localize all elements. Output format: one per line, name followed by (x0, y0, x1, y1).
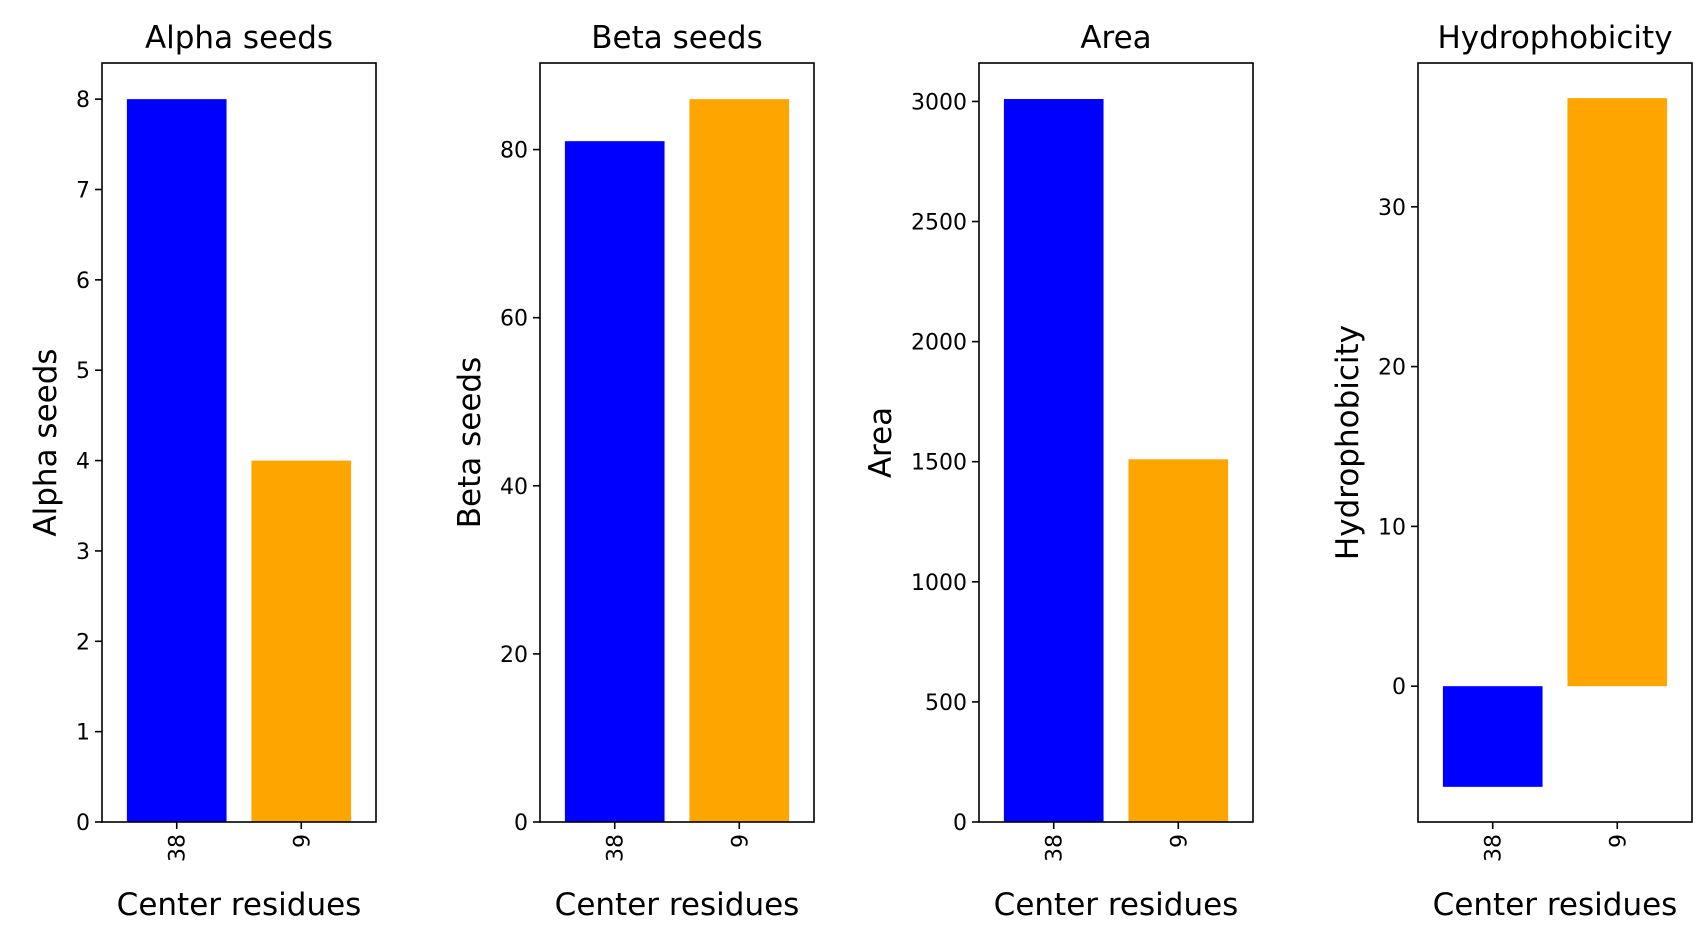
y-tick-label: 20 (500, 643, 528, 668)
y-tick-label: 5 (76, 359, 90, 384)
x-axis-label: Center residues (1433, 887, 1678, 923)
y-tick-label: 20 (1378, 356, 1406, 381)
bar-38 (1442, 686, 1543, 787)
y-axis-label: Hydrophobicity (1330, 325, 1366, 560)
x-axis-label: Center residues (994, 887, 1239, 923)
chart-title: Area (1080, 20, 1151, 56)
subplot-3: 38 9 0 500 1000 1500 2000 2500 3000 Area Center re… (863, 20, 1254, 923)
x-tick-label: 9 (728, 834, 753, 848)
y-tick-label: 0 (76, 811, 90, 836)
subplot-1: 38 9 0 1 2 3 4 5 6 7 8 Alpha seeds Center residues Al… (28, 20, 377, 923)
x-tick-label: 38 (604, 834, 629, 862)
y-tick-label: 0 (1392, 675, 1406, 700)
y-axis-label: Area (863, 407, 899, 478)
y-tick-label: 8 (76, 88, 90, 113)
bar-9 (689, 99, 790, 822)
bar-38 (126, 99, 227, 822)
y-tick-label: 4 (76, 450, 90, 475)
x-axis-label: Center residues (117, 887, 362, 923)
plot-frame (101, 62, 377, 823)
x-tick-label: 9 (1606, 834, 1631, 848)
y-tick-label: 0 (953, 811, 967, 836)
subplot-4: 38 9 0 10 20 30 Hydrophobicity Center residues H… (1330, 20, 1693, 923)
y-tick-label: 1 (76, 721, 90, 746)
x-tick-label: 38 (1043, 834, 1068, 862)
y-tick-label: 3000 (911, 90, 967, 115)
y-tick-label: 7 (76, 179, 90, 204)
y-tick-label: 80 (500, 139, 528, 164)
y-tick-label: 0 (514, 811, 528, 836)
x-tick-label: 38 (1482, 834, 1507, 862)
y-tick-label: 1500 (911, 451, 967, 476)
y-axis-label: Alpha seeds (28, 348, 64, 536)
x-tick-label: 9 (1167, 834, 1192, 848)
bar-9 (1128, 459, 1229, 822)
plot-frame (978, 62, 1254, 823)
x-tick-label: 38 (166, 834, 191, 862)
bar-38 (1003, 99, 1104, 822)
plot-frame (1417, 62, 1693, 823)
chart-title: Alpha seeds (145, 20, 333, 56)
y-tick-label: 1000 (911, 571, 967, 596)
y-tick-label: 2000 (911, 331, 967, 356)
y-tick-label: 60 (500, 307, 528, 332)
y-tick-label: 6 (76, 269, 90, 294)
x-tick-label: 9 (290, 834, 315, 848)
y-tick-label: 30 (1378, 196, 1406, 221)
plot-frame (539, 62, 815, 823)
chart-title: Beta seeds (591, 20, 762, 56)
y-tick-label: 3 (76, 540, 90, 565)
y-axis-label: Beta seeds (452, 357, 488, 528)
y-tick-label: 40 (500, 475, 528, 500)
bar-9 (251, 460, 352, 822)
y-tick-label: 500 (925, 691, 967, 716)
y-tick-label: 2 (76, 630, 90, 655)
chart-title: Hydrophobicity (1437, 20, 1672, 56)
y-tick-label: 2500 (911, 211, 967, 236)
x-axis-label: Center residues (555, 887, 800, 923)
y-tick-label: 10 (1378, 515, 1406, 540)
subplot-2: 38 9 0 20 40 60 80 Beta seeds Center residues Bet… (452, 20, 815, 923)
bar-9 (1567, 98, 1668, 687)
bar-38 (564, 141, 665, 822)
